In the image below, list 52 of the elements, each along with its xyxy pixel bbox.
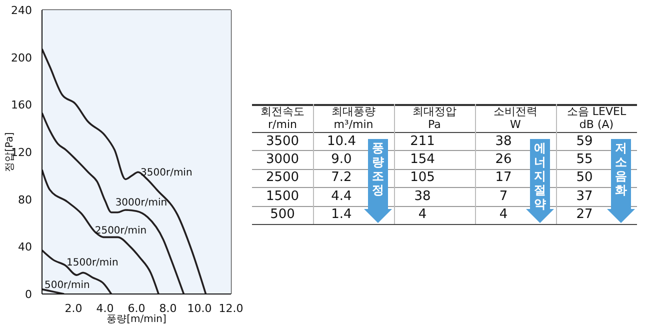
text: 3500 — [264, 132, 300, 150]
text: 154 — [409, 151, 436, 169]
text: 3000 — [264, 151, 300, 169]
x-tick-label: 6.0 — [128, 302, 146, 315]
series-label: 3500r/min — [140, 168, 192, 179]
text: 59 — [575, 132, 594, 150]
text: 4 — [498, 206, 509, 224]
y-tick-label: 80 — [18, 193, 32, 206]
x-tick-label: 8.0 — [159, 302, 177, 315]
text: 211 — [409, 132, 436, 150]
y-tick-label: 160 — [11, 98, 32, 112]
y-tick-label: 0 — [25, 288, 32, 301]
text: 최대풍량 m³/min — [332, 105, 376, 131]
text: 회전속도 r/min — [260, 105, 304, 131]
text: 풍량조정 — [371, 141, 385, 197]
text: 38 — [413, 188, 432, 206]
text: 소음 LEVEL dB (A) — [566, 105, 626, 131]
text: 27 — [575, 206, 594, 224]
text: 4 — [417, 206, 428, 224]
text: 최대정압 Pa — [412, 105, 456, 131]
text: 저소음화 — [614, 141, 628, 197]
text: 500 — [269, 206, 296, 224]
text: 37 — [575, 188, 594, 206]
y-tick-label: 240 — [11, 4, 32, 17]
x-tick-label: 4.0 — [96, 302, 114, 315]
y-tick-label: 40 — [18, 240, 32, 254]
line-series — [42, 48, 207, 294]
text: 17 — [494, 169, 513, 188]
text: 2500 — [264, 169, 300, 188]
text: 4.4 — [330, 188, 353, 206]
x-axis-title: 풍량[m/min] — [106, 314, 166, 325]
y-tick-label: 200 — [11, 51, 32, 64]
text: 55 — [575, 151, 594, 169]
x-tick-label: 10.0 — [187, 302, 212, 315]
text: 1.4 — [330, 206, 353, 224]
series-label: 1500r/min — [66, 258, 118, 269]
x-tick-label: 2.0 — [64, 302, 82, 315]
x-tick-label: 12.0 — [218, 302, 244, 315]
text: 38 — [494, 132, 513, 150]
series-label: 3000r/min — [115, 197, 168, 208]
text: 26 — [494, 151, 513, 169]
text: 7 — [498, 188, 509, 206]
text: 1500 — [264, 188, 300, 206]
series-label: 500r/min — [44, 280, 90, 292]
text: 50 — [575, 169, 594, 188]
series-label: 2500r/min — [94, 226, 147, 237]
text: 7.2 — [330, 169, 353, 188]
text: 105 — [409, 169, 436, 188]
text: 9.0 — [330, 151, 353, 169]
text: 10.4 — [326, 132, 357, 150]
text: 에너지절약 — [533, 141, 547, 211]
text: 소비전력 W — [494, 105, 538, 131]
